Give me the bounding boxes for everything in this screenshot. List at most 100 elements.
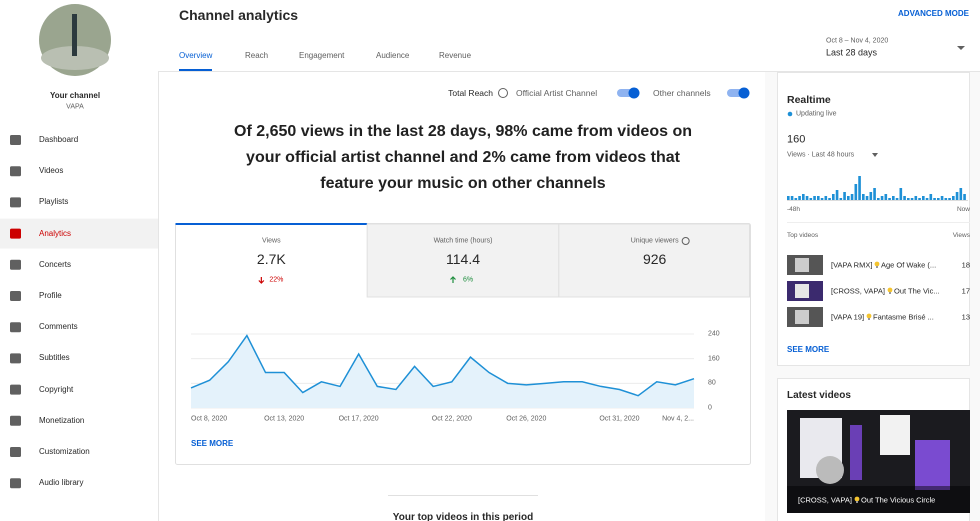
change-arrow-head <box>450 276 456 280</box>
latest-video-title[interactable]: Out The Vicious Circle <box>861 495 936 505</box>
toggle-knob <box>738 87 750 99</box>
tab[interactable]: Overview <box>179 51 213 60</box>
nav-item[interactable]: Copyright <box>39 384 74 394</box>
x-tick-label: Oct 8, 2020 <box>191 415 228 423</box>
realtime-bar <box>843 192 846 200</box>
nav-item[interactable]: Customization <box>39 447 90 456</box>
realtime-bar <box>899 188 903 200</box>
realtime-see-more[interactable]: SEE MORE <box>787 345 830 354</box>
nav-icon[interactable] <box>10 135 21 145</box>
views-column-label: Views <box>952 231 970 239</box>
tab[interactable]: Revenue <box>439 51 472 60</box>
nav-item[interactable]: Comments <box>39 322 78 332</box>
nav-icon[interactable] <box>10 353 21 364</box>
nav-active-bg <box>0 218 158 249</box>
metric-label[interactable]: Views <box>262 237 281 245</box>
bulb-icon <box>887 287 893 293</box>
y-tick-label: 240 <box>708 330 720 338</box>
realtime-bar <box>929 194 933 200</box>
latest-thumbnail[interactable] <box>787 410 970 513</box>
nav-item[interactable]: Dashboard <box>39 135 79 144</box>
realtime-bar <box>910 198 914 200</box>
nav-item[interactable]: Subtitles <box>39 353 70 363</box>
see-more-link[interactable]: SEE MORE <box>191 439 234 448</box>
metric-tab-bg[interactable] <box>366 223 560 298</box>
video-title[interactable]: Fantasme Brisé ... <box>873 312 934 322</box>
toggle-label: Other channels <box>653 87 711 98</box>
realtime-bar <box>787 196 790 200</box>
realtime-start-label: -48h <box>787 205 801 213</box>
live-dot <box>787 111 793 117</box>
realtime-views: 160 <box>787 133 806 146</box>
video-title[interactable]: Age Of Wake (... <box>881 260 937 270</box>
realtime-bar <box>802 194 805 200</box>
realtime-bar <box>847 196 850 200</box>
realtime-bar <box>888 198 891 200</box>
date-dropdown-icon[interactable] <box>957 46 965 50</box>
video-title[interactable]: Out The Vic... <box>894 286 940 296</box>
nav-icon[interactable] <box>10 228 21 239</box>
realtime-bar <box>794 198 798 200</box>
nav-icon[interactable] <box>10 291 21 301</box>
thumb-shape <box>850 425 862 480</box>
nav-item[interactable]: Monetization <box>39 415 85 425</box>
realtime-bar <box>880 196 884 200</box>
nav-item[interactable]: Audio library <box>39 478 84 488</box>
nav-icon[interactable] <box>10 384 21 395</box>
area <box>191 335 694 408</box>
nav-item[interactable]: Concerts <box>39 259 72 269</box>
x-tick-label: Oct 13, 2020 <box>264 415 305 423</box>
tab[interactable]: Engagement <box>299 51 345 60</box>
video-tag[interactable]: [VAPA 19] <box>831 312 865 322</box>
metric-tab-bg[interactable] <box>558 223 750 298</box>
video-tag[interactable]: [VAPA RMX] <box>831 260 873 270</box>
video-views: 17 <box>961 286 970 296</box>
metric-change: 22% <box>269 276 284 284</box>
realtime-caption[interactable]: Views · Last 48 hours <box>787 151 855 159</box>
nav-item[interactable]: Analytics <box>39 228 72 238</box>
realtime-bar <box>933 198 936 200</box>
nav-icon[interactable] <box>10 478 21 489</box>
nav-icon[interactable] <box>10 415 21 426</box>
nav-icon[interactable] <box>10 197 21 208</box>
nav-item[interactable]: Videos <box>39 166 64 176</box>
realtime-bar <box>832 194 835 200</box>
header-bar <box>158 0 980 71</box>
advanced-mode-button[interactable]: ADVANCED MODE <box>898 9 969 18</box>
tab[interactable]: Audience <box>376 51 410 60</box>
realtime-bar <box>952 196 955 200</box>
y-tick-label: 0 <box>708 404 712 412</box>
nav-item[interactable]: Profile <box>39 291 62 300</box>
realtime-bar <box>955 192 959 200</box>
realtime-bar <box>903 196 906 200</box>
top-videos-label: Top videos <box>787 231 819 239</box>
date-period[interactable]: Last 28 days <box>826 47 878 58</box>
metric-value: 114.4 <box>446 251 480 267</box>
thumb-detail <box>795 258 809 272</box>
realtime-bar <box>948 198 951 200</box>
realtime-bar <box>813 196 816 200</box>
nav-icon[interactable] <box>10 166 21 177</box>
realtime-bar <box>869 192 873 200</box>
latest-video-tag[interactable]: [CROSS, VAPA] <box>798 495 852 505</box>
thumb-shape <box>880 415 910 455</box>
section-heading: Your top videos in this period <box>392 512 534 521</box>
nav-icon[interactable] <box>10 259 21 270</box>
nav-icon[interactable] <box>10 447 21 457</box>
channel-handle: VAPA <box>66 103 84 111</box>
realtime-dropdown-icon[interactable] <box>872 153 878 157</box>
video-tag[interactable]: [CROSS, VAPA] <box>831 286 885 296</box>
tab[interactable]: Reach <box>245 51 269 60</box>
realtime-bar <box>798 196 801 200</box>
nav-icon[interactable] <box>10 322 21 333</box>
headline-line: Of 2,650 views in the last 28 days, 98% … <box>234 123 692 140</box>
metric-label[interactable]: Watch time (hours) <box>433 237 493 245</box>
y-tick-label: 160 <box>708 355 720 363</box>
realtime-bar <box>959 188 963 200</box>
metric-label[interactable]: Unique viewers <box>630 237 679 245</box>
metric-value: 926 <box>642 251 667 267</box>
realtime-bar <box>963 194 966 200</box>
nav-item[interactable]: Playlists <box>39 197 69 207</box>
realtime-bar <box>895 198 899 200</box>
